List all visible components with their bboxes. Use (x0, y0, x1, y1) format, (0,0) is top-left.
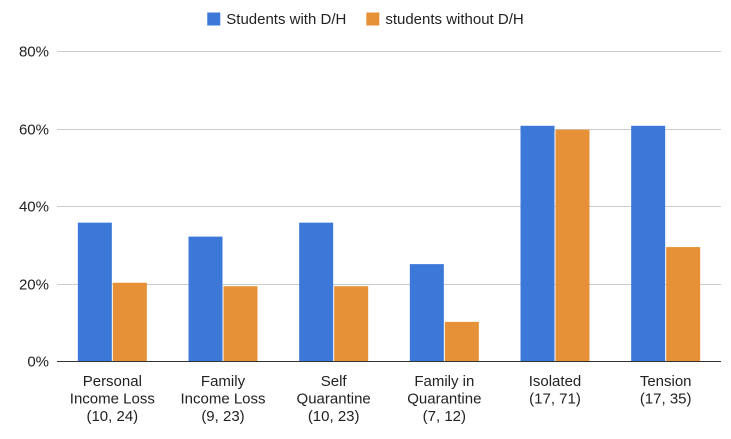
x-tick-label: Income Loss (180, 391, 265, 408)
x-tick-label: Quarantine (407, 391, 481, 408)
gridlines (57, 51, 721, 285)
x-tick-label: Personal (83, 373, 142, 390)
x-tick-label: (17, 71) (529, 391, 581, 408)
bar-without-dh-1 (223, 286, 258, 361)
bar-without-dh-4 (555, 129, 590, 361)
x-tick-label: (9, 23) (201, 408, 244, 425)
bar-without-dh-5 (666, 247, 701, 361)
legend-swatch-with-dh (207, 12, 221, 26)
x-tick-label: (10, 24) (86, 408, 138, 425)
bar-with-dh-0 (77, 222, 112, 361)
y-tick-label: 40% (19, 199, 49, 216)
x-tick-label: (7, 12) (423, 408, 466, 425)
bar-without-dh-0 (112, 282, 147, 361)
x-tick-label: Family (201, 373, 246, 390)
y-tick-label: 60% (19, 122, 49, 139)
y-tick-label: 0% (27, 354, 49, 371)
legend-label: students without D/H (385, 11, 523, 28)
x-tick-label: Isolated (529, 373, 582, 390)
bar-without-dh-2 (334, 286, 369, 361)
x-tick-label: Self (321, 373, 348, 390)
bar-with-dh-3 (409, 264, 444, 361)
x-tick-label: Quarantine (297, 391, 371, 408)
y-tick-label: 80% (19, 44, 49, 61)
bar-with-dh-4 (520, 125, 555, 361)
bar-with-dh-2 (299, 222, 334, 361)
bars (77, 125, 701, 361)
legend-swatch-without-dh (366, 12, 380, 26)
bar-with-dh-1 (188, 236, 223, 361)
x-tick-label: (10, 23) (308, 408, 360, 425)
x-tick-label: Income Loss (70, 391, 155, 408)
bar-without-dh-3 (444, 321, 479, 361)
legend: Students with D/H students without D/H (207, 11, 524, 28)
x-tick-label: Tension (640, 373, 692, 390)
bar-with-dh-5 (631, 125, 666, 361)
x-tick-label: (17, 35) (640, 391, 692, 408)
legend-label: Students with D/H (226, 11, 346, 28)
x-tick-label: Family in (414, 373, 474, 390)
y-tick-label: 20% (19, 277, 49, 294)
